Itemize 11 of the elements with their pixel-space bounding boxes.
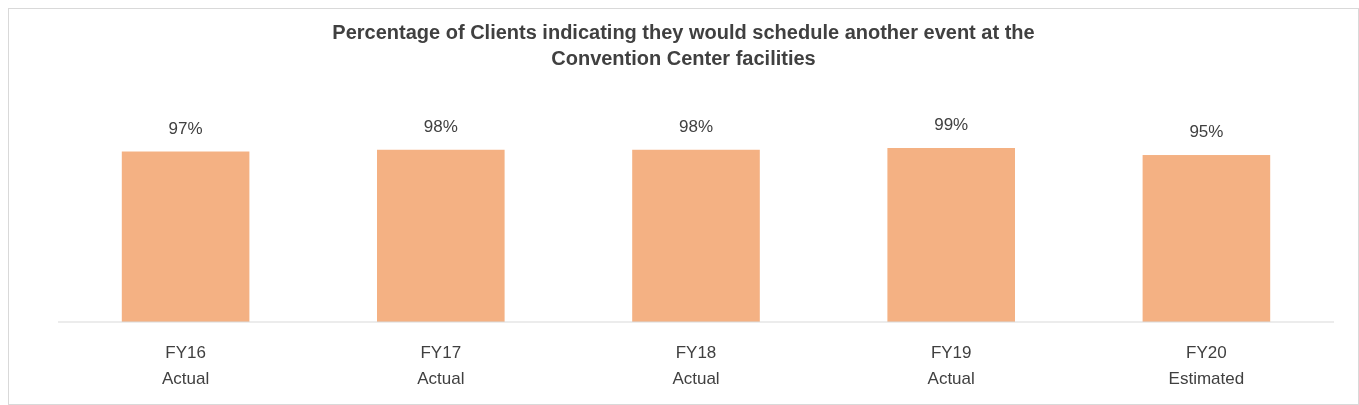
data-label: 98% (423, 116, 458, 136)
x-tick-label: FY16 Actual (161, 343, 210, 388)
x-tick-label: FY19 Actual (927, 343, 975, 388)
x-tick-label: FY18 Actual (672, 343, 720, 388)
data-label: 97% (168, 118, 203, 138)
data-label: 95% (1189, 122, 1224, 142)
x-tick-label: FY17 Actual (417, 343, 465, 388)
data-label: 99% (934, 115, 969, 134)
chart-title: Percentage of Clients indicating they would schedule another event at the Convention Center facilities (332, 21, 1035, 69)
data-label: 98% (678, 116, 714, 136)
x-tick-label: FY20 Estimated (1168, 343, 1245, 388)
